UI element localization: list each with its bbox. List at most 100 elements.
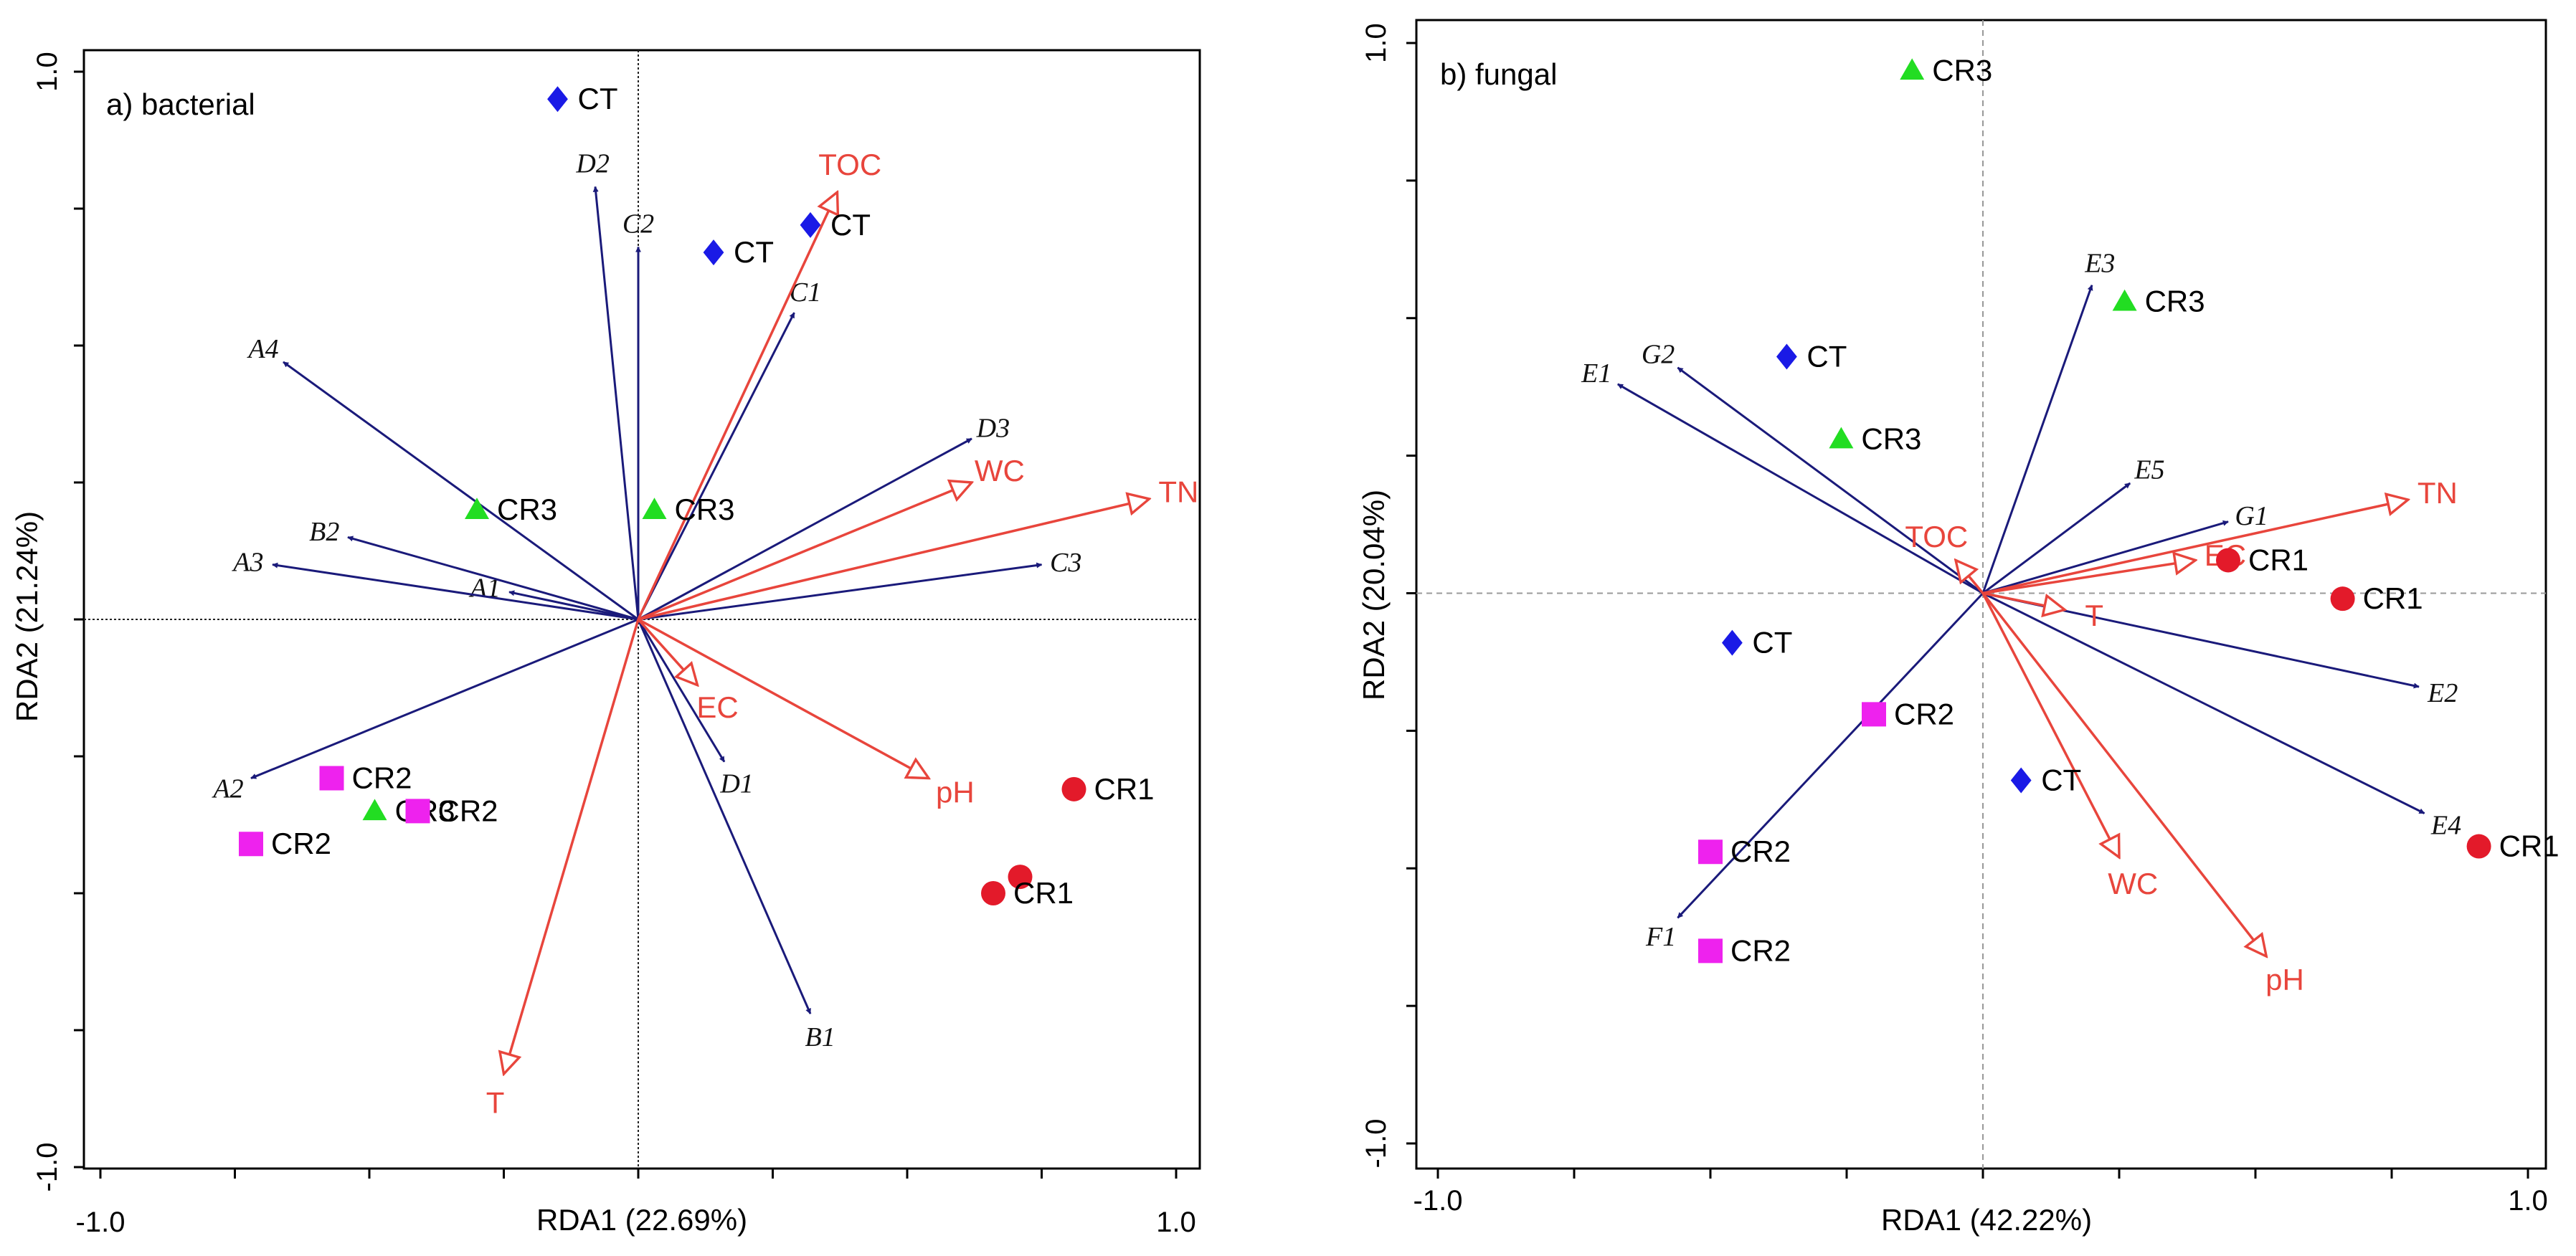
sample-cr2-marker <box>405 799 430 824</box>
sample-label: CT <box>578 82 618 115</box>
sample-label: CR3 <box>2145 285 2205 318</box>
species-label: E3 <box>2084 249 2115 279</box>
species-arrow-c1 <box>637 312 795 620</box>
y-tick-label: 1.0 <box>1360 23 1392 63</box>
panel-bacterial: a) bacterial RDA1 (22.69%) RDA2 (21.24%)… <box>10 49 1201 1238</box>
sample-label: CR2 <box>352 761 412 795</box>
env-arrow-t <box>1982 591 2065 610</box>
species-label: E4 <box>2430 811 2461 841</box>
env-arrow-toc <box>1956 560 1984 594</box>
panel-fungal: b) fungal RDA1 (42.22%) RDA2 (20.04%) -1… <box>1357 19 2560 1237</box>
sample-cr3-marker <box>1900 58 1925 80</box>
env-arrow-ec <box>1982 560 2195 595</box>
x-tick-label: 1.0 <box>2508 1185 2548 1217</box>
species-label: D3 <box>976 414 1010 444</box>
species-label: A2 <box>211 774 243 804</box>
env-label: T <box>2085 599 2103 632</box>
sample-label: CR3 <box>497 493 557 526</box>
x-tick-label: -1.0 <box>76 1207 126 1238</box>
species-arrow-g1 <box>1982 520 2229 594</box>
sample-cr1-marker <box>2466 834 2491 859</box>
sample-label: CR1 <box>2363 581 2423 615</box>
x-axis-title: RDA1 (22.69%) <box>536 1203 747 1237</box>
species-arrow-a4 <box>283 361 639 621</box>
y-tick-label: -1.0 <box>32 1143 63 1192</box>
species-label: G2 <box>1642 340 1675 370</box>
env-arrow-tn <box>638 499 1150 621</box>
sample-label: CR2 <box>1730 834 1791 868</box>
species-arrow-e3 <box>1981 284 2093 594</box>
sample-label: CR1 <box>1094 772 1155 806</box>
sample-label: CR3 <box>675 493 735 526</box>
species-arrow-a2 <box>250 618 639 779</box>
sample-label: CT <box>1752 626 1792 660</box>
species-label: D1 <box>719 769 753 799</box>
species-arrow-d2 <box>592 186 640 620</box>
env-label: TN <box>2418 476 2458 510</box>
env-label: T <box>486 1085 505 1119</box>
env-label: pH <box>2265 963 2304 996</box>
species-label: F1 <box>1645 922 1676 952</box>
x-tick-label: -1.0 <box>1414 1185 1463 1217</box>
plot-frame <box>82 49 1201 1170</box>
env-label: WC <box>2108 867 2158 900</box>
species-arrow-g2 <box>1677 366 1984 594</box>
sample-label: CT <box>1806 339 1847 373</box>
species-label: D2 <box>575 149 609 179</box>
species-arrow-b1 <box>637 619 812 1014</box>
env-arrow-ec <box>637 618 698 685</box>
sample-cr3-marker <box>2112 289 2137 311</box>
species-label: B2 <box>309 517 339 547</box>
env-arrow-tn <box>1982 500 2408 595</box>
sample-label: CR1 <box>1013 876 1074 910</box>
y-tick-label: -1.0 <box>1360 1119 1392 1169</box>
species-arrow-d3 <box>638 437 972 621</box>
sample-cr3-marker <box>465 498 489 519</box>
env-label: pH <box>936 776 975 809</box>
sample-cr3-marker <box>1829 427 1854 449</box>
env-arrow-t <box>504 619 640 1074</box>
env-label: WC <box>975 454 1025 487</box>
panel-title: a) bacterial <box>106 87 255 121</box>
species-label: A4 <box>246 334 278 364</box>
species-label: C2 <box>622 209 654 239</box>
species-label: E1 <box>1581 358 1611 389</box>
species-arrow-e5 <box>1982 482 2131 594</box>
sample-label: CT <box>734 235 774 269</box>
env-arrow-ph <box>1981 592 2266 957</box>
sample-cr2-marker <box>319 766 344 791</box>
sample-ct-marker <box>703 239 724 266</box>
species-arrow-a1 <box>508 590 639 621</box>
sample-label: CR1 <box>2499 829 2560 863</box>
sample-ct-marker <box>2010 767 2032 794</box>
panel-title: b) fungal <box>1440 57 1557 91</box>
sample-cr1-marker <box>981 881 1005 905</box>
species-arrow-e1 <box>1617 383 1984 594</box>
env-arrow-wc <box>1981 592 2119 857</box>
species-label: C3 <box>1050 548 1081 578</box>
sample-ct-marker <box>1722 629 1743 656</box>
env-label: TOC <box>818 148 881 181</box>
sample-cr2-marker <box>1862 702 1886 727</box>
sample-ct-marker <box>800 211 821 238</box>
sample-cr3-marker <box>362 799 387 821</box>
env-arrow-wc <box>638 482 972 621</box>
sample-label: CR2 <box>1730 933 1791 967</box>
sample-label: CT <box>2041 763 2081 796</box>
sample-cr3-marker <box>642 498 667 519</box>
species-label: A3 <box>231 548 263 578</box>
env-arrow-toc <box>637 192 838 620</box>
sample-label: CR3 <box>1932 53 1992 87</box>
sample-ct-marker <box>547 86 568 113</box>
y-tick-label: 1.0 <box>32 52 63 92</box>
species-label: E2 <box>2427 678 2458 708</box>
sample-cr1-marker <box>2330 586 2355 612</box>
sample-cr1-marker <box>1061 776 1086 801</box>
species-arrow-a3 <box>272 562 639 621</box>
env-label: TN <box>1158 475 1198 508</box>
sample-cr1-marker <box>1008 865 1033 890</box>
species-arrow-e4 <box>1982 592 2425 814</box>
x-axis-title: RDA1 (42.22%) <box>1881 1203 2092 1237</box>
y-axis-title: RDA2 (21.24%) <box>10 511 44 722</box>
